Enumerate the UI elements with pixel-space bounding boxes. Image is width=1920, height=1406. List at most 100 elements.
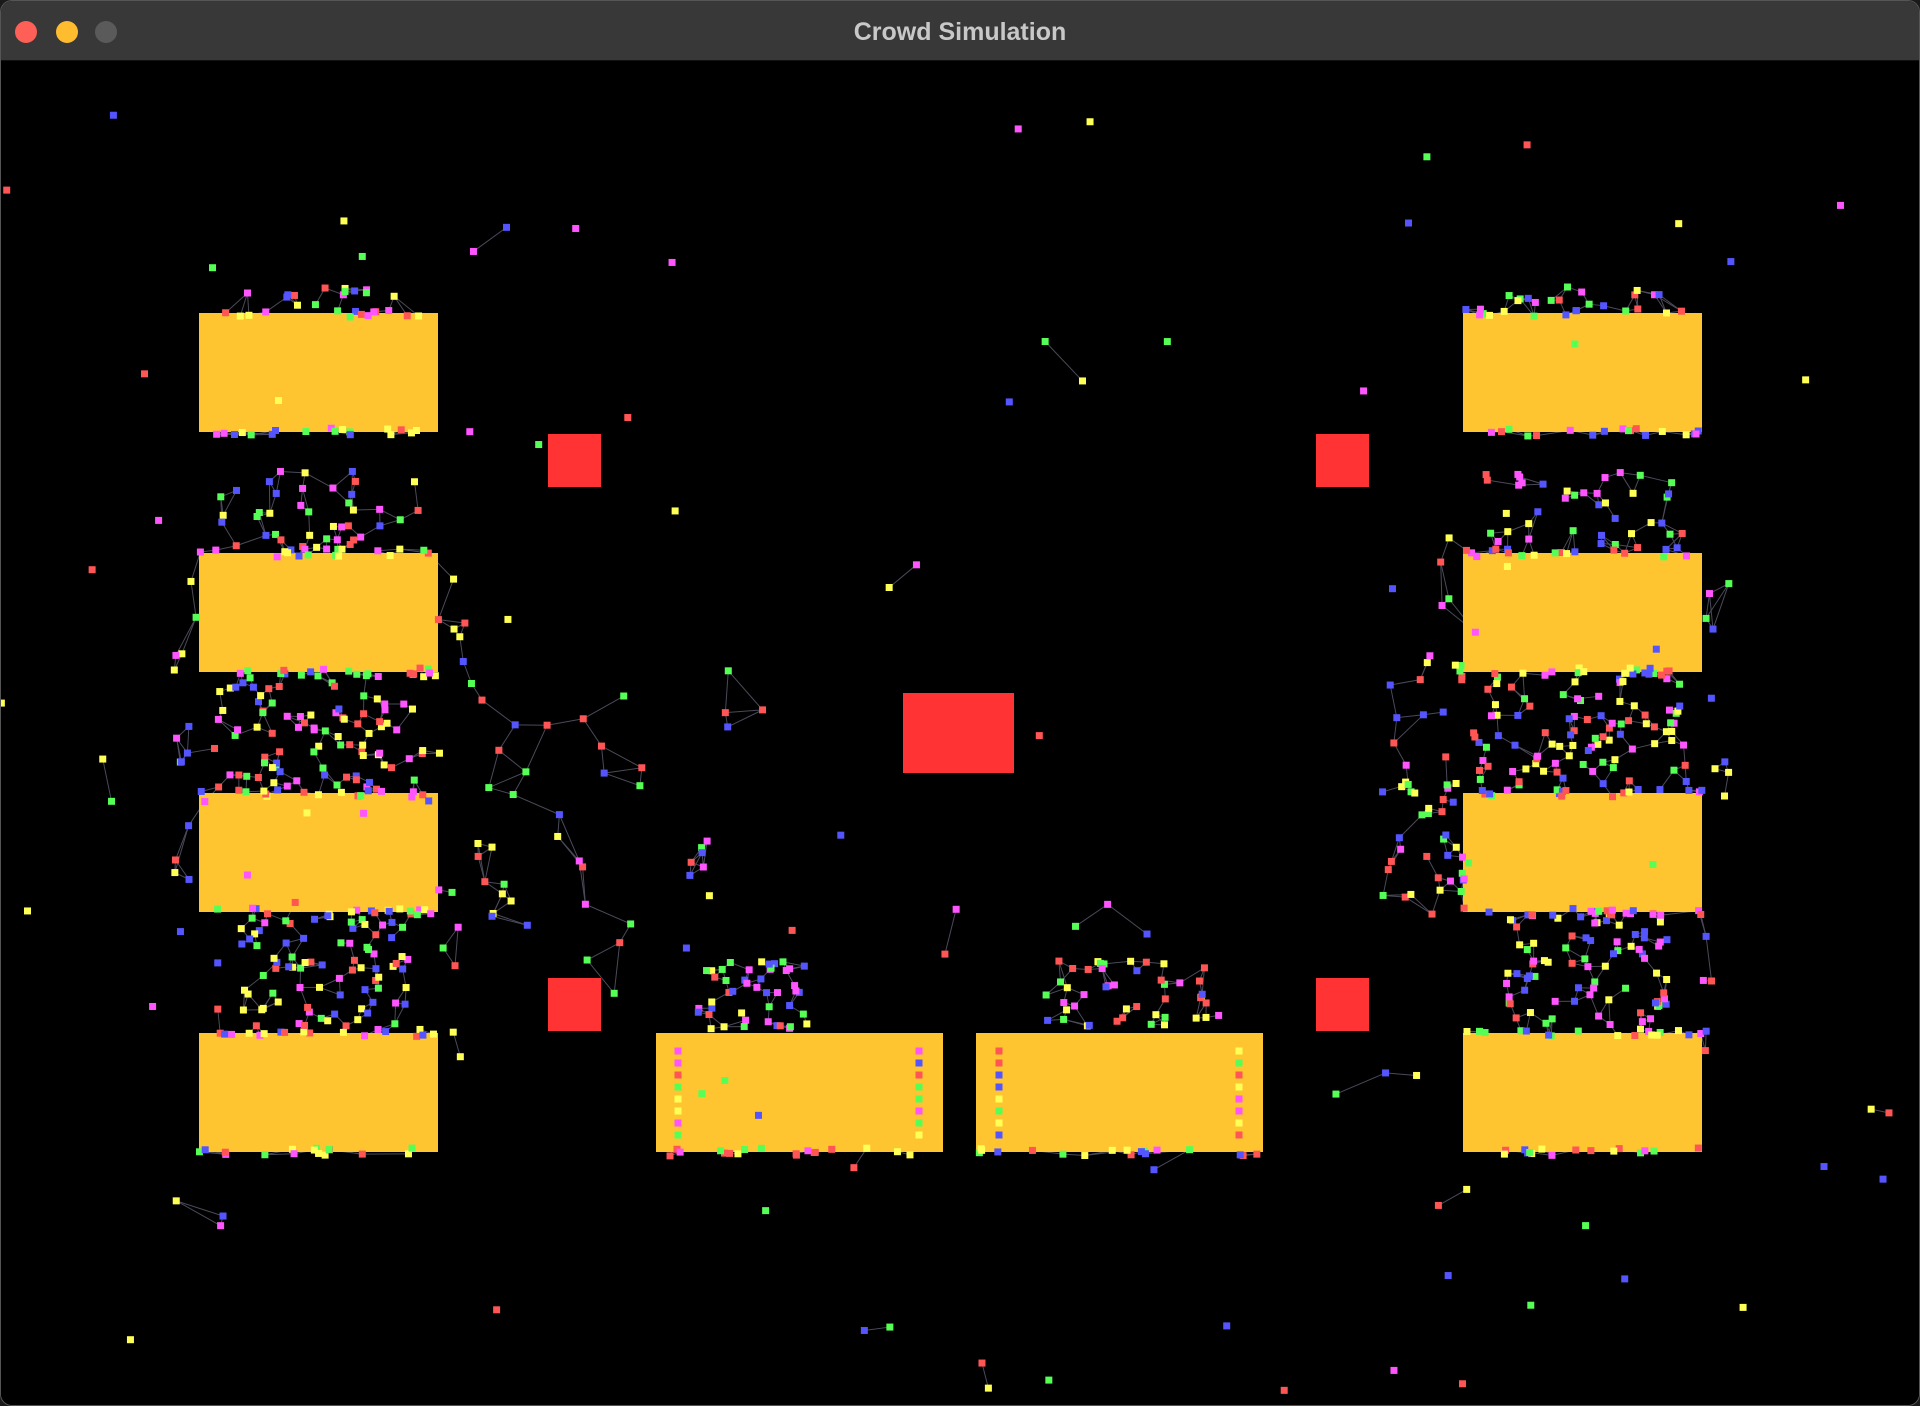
agent-link — [280, 470, 306, 474]
agent — [412, 427, 420, 435]
agent — [315, 742, 323, 750]
agent — [388, 764, 396, 772]
agent — [1160, 980, 1168, 988]
agent-link — [981, 1362, 989, 1389]
agent — [1446, 877, 1454, 885]
agent — [346, 313, 354, 321]
agent — [358, 748, 366, 756]
agent — [1548, 668, 1556, 676]
agent — [1619, 425, 1627, 433]
agent — [1682, 552, 1690, 560]
agent — [439, 944, 447, 952]
agent — [282, 939, 290, 947]
zoom-button[interactable] — [95, 21, 117, 43]
agent — [1504, 549, 1512, 557]
agent — [481, 878, 489, 886]
agent-link — [377, 548, 400, 552]
agent-link — [174, 825, 190, 873]
agent — [1632, 425, 1640, 433]
agent — [244, 990, 252, 998]
agent — [402, 984, 410, 992]
agent-link — [190, 581, 197, 618]
agent — [1867, 1105, 1875, 1113]
agent — [1665, 490, 1673, 498]
agent — [1235, 1107, 1243, 1115]
agent — [350, 536, 358, 544]
agent — [915, 1083, 923, 1091]
agent — [1236, 1151, 1244, 1159]
agent — [284, 291, 292, 299]
agent — [1646, 664, 1654, 672]
agent — [1491, 701, 1499, 709]
agent — [365, 729, 373, 737]
agent — [359, 741, 367, 749]
agent — [1622, 909, 1630, 917]
agent — [1571, 678, 1579, 686]
agent — [1556, 742, 1564, 750]
agent — [1418, 811, 1426, 819]
agent — [543, 721, 551, 729]
agent — [1502, 509, 1510, 517]
agent — [1492, 545, 1500, 553]
agent — [219, 706, 227, 714]
agent — [357, 792, 365, 800]
agent — [1575, 664, 1583, 672]
agent — [1879, 1175, 1887, 1183]
agent — [1161, 1021, 1169, 1029]
agent — [1476, 775, 1484, 783]
agent — [1057, 978, 1065, 986]
agent — [340, 217, 348, 225]
agent — [346, 939, 354, 947]
agent — [293, 301, 301, 309]
agent — [1530, 312, 1538, 320]
agent — [307, 711, 315, 719]
agent — [1636, 471, 1644, 479]
agent — [330, 682, 338, 690]
agent-link — [1426, 856, 1439, 879]
agent — [1471, 628, 1479, 636]
agent — [339, 425, 347, 433]
agent — [370, 950, 378, 958]
agent — [244, 667, 252, 675]
agent — [304, 1003, 312, 1011]
agent-link — [1389, 684, 1398, 718]
agent — [378, 787, 386, 795]
agent — [352, 772, 360, 780]
agent — [351, 287, 359, 295]
agent — [1590, 984, 1598, 992]
agent — [1153, 1146, 1161, 1154]
agent — [1080, 991, 1088, 999]
agent — [1600, 302, 1608, 310]
agent — [252, 905, 260, 913]
agent-link — [727, 670, 763, 711]
agent — [323, 545, 331, 553]
agent — [401, 1000, 409, 1008]
agent — [1202, 999, 1210, 1007]
agent — [329, 522, 337, 530]
agent — [1160, 960, 1168, 968]
agent — [1582, 1222, 1590, 1230]
agent — [214, 1005, 222, 1013]
agent — [361, 920, 369, 928]
agent — [1525, 535, 1533, 543]
agent — [1397, 845, 1405, 853]
agent — [1634, 305, 1642, 313]
agent — [331, 1010, 339, 1018]
agent — [276, 768, 284, 776]
close-button[interactable] — [15, 21, 37, 43]
agent — [1515, 481, 1523, 489]
agent — [245, 1029, 253, 1037]
agent — [1404, 219, 1412, 227]
agent — [413, 1032, 421, 1040]
agent — [364, 312, 372, 320]
agent — [1660, 553, 1668, 561]
agent — [1143, 930, 1151, 938]
agent — [315, 1149, 323, 1157]
agent — [734, 1150, 742, 1158]
agent — [273, 958, 281, 966]
agent — [1637, 1009, 1645, 1017]
agent — [1636, 1025, 1644, 1033]
minimize-button[interactable] — [56, 21, 78, 43]
agent-link — [1487, 479, 1519, 486]
agent — [1634, 785, 1642, 793]
